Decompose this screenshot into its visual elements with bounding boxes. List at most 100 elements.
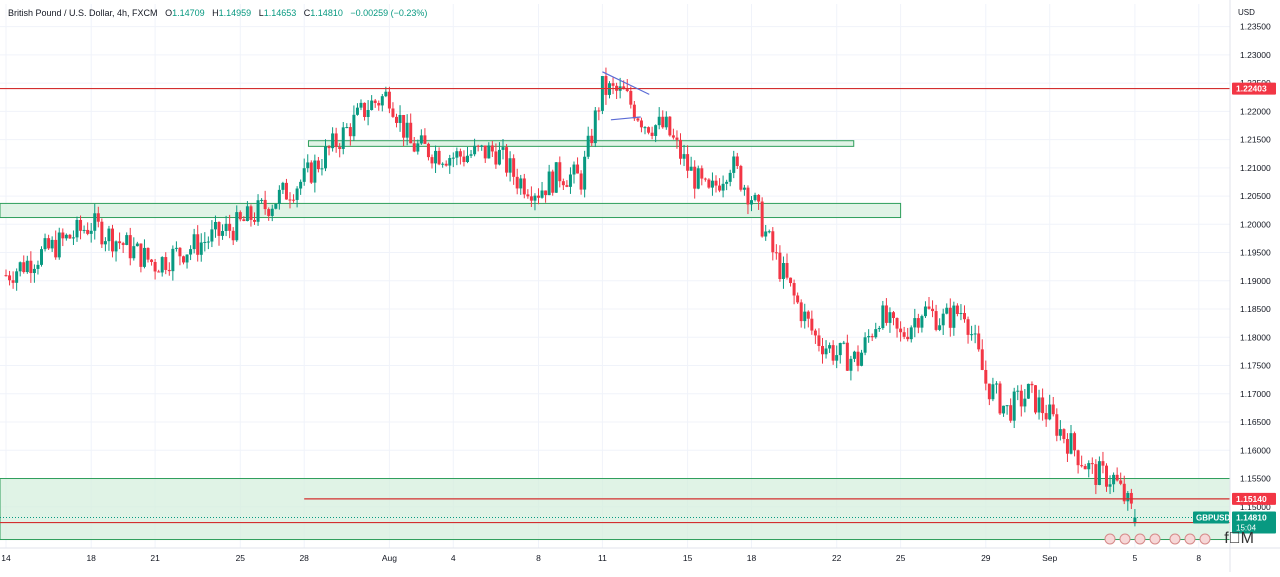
candle-body-94 xyxy=(338,147,342,149)
candle-body-195 xyxy=(696,168,700,189)
candle-body-308 xyxy=(1097,461,1101,485)
candle-body-286 xyxy=(1019,390,1023,407)
candle-body-126 xyxy=(451,157,455,159)
candle-body-21 xyxy=(79,219,83,231)
candle-body-139 xyxy=(497,149,501,165)
current-price-tag-bg xyxy=(1232,511,1276,534)
candle-body-62 xyxy=(224,223,228,231)
candle-body-199 xyxy=(710,180,714,188)
candle-body-127 xyxy=(455,151,459,158)
current-price-tag: 1.14810 xyxy=(1236,512,1267,522)
event-flag-icon-6 xyxy=(1199,533,1211,545)
candle-body-220 xyxy=(785,262,789,278)
candle-body-86 xyxy=(309,162,313,183)
candle-body-14 xyxy=(54,239,58,258)
open-label: O xyxy=(165,8,173,18)
candle-body-219 xyxy=(781,262,785,279)
candle-body-56 xyxy=(203,241,207,243)
candle-body-18 xyxy=(68,234,72,239)
candle-body-33 xyxy=(121,243,125,245)
candle-body-264 xyxy=(941,313,945,326)
y-tick-label-5: 1.21000 xyxy=(1240,163,1271,173)
candle-body-75 xyxy=(270,208,274,216)
candle-body-184 xyxy=(657,116,661,126)
candle-body-11 xyxy=(43,238,47,250)
candle-body-93 xyxy=(334,133,338,148)
candle-body-274 xyxy=(977,333,981,350)
x-tick-label-0: 14 xyxy=(1,553,11,563)
candle-body-262 xyxy=(934,311,938,330)
x-tick-label-5: Aug xyxy=(382,553,397,563)
brand-logo: f⃝M xyxy=(1224,530,1254,547)
candle-body-261 xyxy=(931,308,935,312)
candle-body-60 xyxy=(217,222,221,236)
candle-body-83 xyxy=(299,181,303,189)
candle-body-108 xyxy=(387,91,391,109)
candle-body-207 xyxy=(739,166,743,190)
candle-body-48 xyxy=(174,247,178,249)
y-tick-label-4: 1.21500 xyxy=(1240,135,1271,145)
y-tick-label-7: 1.20000 xyxy=(1240,219,1271,229)
candle-body-211 xyxy=(753,194,757,201)
candle-body-133 xyxy=(476,145,480,147)
high-label: H xyxy=(212,8,219,18)
candle-body-313 xyxy=(1115,474,1119,481)
candle-body-16 xyxy=(61,232,65,239)
low-value: 1.14653 xyxy=(263,8,297,18)
candle-body-181 xyxy=(647,127,651,133)
candle-body-46 xyxy=(167,269,171,272)
candle-body-296 xyxy=(1055,414,1059,436)
candle-body-182 xyxy=(650,132,654,136)
candle-body-52 xyxy=(189,249,193,255)
candle-body-229 xyxy=(817,335,821,346)
candle-body-265 xyxy=(945,307,949,314)
candle-body-239 xyxy=(852,351,856,359)
candle-body-201 xyxy=(718,185,722,191)
candle-body-92 xyxy=(331,133,335,149)
candle-body-130 xyxy=(466,155,469,163)
candle-body-241 xyxy=(860,352,864,366)
candle-body-118 xyxy=(423,135,427,144)
candle-body-267 xyxy=(952,305,956,328)
x-tick-label-8: 11 xyxy=(598,553,607,563)
candle-body-25 xyxy=(93,213,97,231)
candle-body-153 xyxy=(547,171,551,196)
candle-body-138 xyxy=(494,151,498,165)
candle-body-289 xyxy=(1030,383,1034,386)
y-tick-label-17: 1.15000 xyxy=(1240,502,1271,512)
candle-body-151 xyxy=(540,190,544,198)
change-value: −0.00259 (−0.23%) xyxy=(350,8,428,18)
candle-body-218 xyxy=(778,252,782,279)
candle-body-287 xyxy=(1023,398,1027,407)
candle-body-143 xyxy=(512,158,516,177)
x-tick-label-6: 4 xyxy=(451,553,456,563)
symbol-title: British Pound / U.S. Dollar, 4h, FXCM xyxy=(8,8,158,18)
candle-body-65 xyxy=(235,212,239,241)
candle-body-43 xyxy=(157,271,161,273)
x-tick-label-3: 25 xyxy=(236,553,246,563)
candle-body-144 xyxy=(515,176,519,189)
candle-body-156 xyxy=(558,162,562,182)
price-tag-122403: 1.22403 xyxy=(1236,84,1267,94)
candle-body-30 xyxy=(111,228,114,252)
candle-body-120 xyxy=(430,157,434,164)
candle-body-309 xyxy=(1101,461,1105,466)
candle-body-251 xyxy=(895,318,899,329)
candle-body-175 xyxy=(625,89,629,91)
candle-body-164 xyxy=(586,135,590,157)
candle-body-165 xyxy=(590,135,594,144)
candle-body-132 xyxy=(473,145,477,155)
candle-body-38 xyxy=(139,243,143,267)
candle-body-105 xyxy=(377,102,381,106)
close-value: 1.14810 xyxy=(310,8,343,18)
candle-body-155 xyxy=(554,162,558,193)
candle-body-307 xyxy=(1094,464,1098,485)
candle-body-191 xyxy=(682,154,686,159)
candle-body-159 xyxy=(568,174,572,187)
candle-body-82 xyxy=(295,188,299,200)
candle-body-283 xyxy=(1009,405,1013,421)
candle-body-47 xyxy=(171,248,175,272)
candle-body-53 xyxy=(192,234,196,250)
